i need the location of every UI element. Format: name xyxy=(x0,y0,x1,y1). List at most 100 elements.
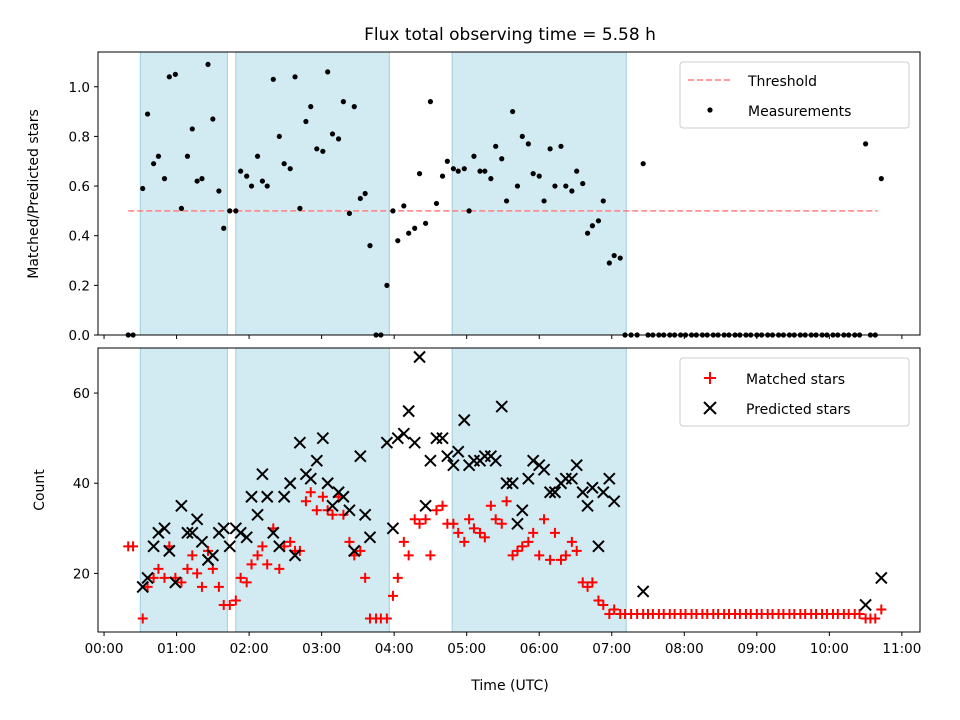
measurement-point xyxy=(640,161,646,167)
bottom-panel: 20 40 60 00:00 01:00 02:00 03:00 04:00 05:00 06:… xyxy=(32,347,921,694)
y-tick-label: 0.8 xyxy=(69,129,90,145)
predicted-star-point xyxy=(452,445,465,458)
shaded-interval xyxy=(451,51,627,336)
predicted-star-point xyxy=(447,458,460,472)
matched-star-point xyxy=(257,541,268,552)
x-tick-label: 03:00 xyxy=(302,641,341,657)
predicted-star-point xyxy=(565,472,579,485)
measurement-point xyxy=(499,156,505,162)
measurement-point xyxy=(155,153,162,159)
bottom-x-ticks: 00:00 01:00 02:00 03:00 04:00 05:00 06:00 07:00… xyxy=(85,632,921,657)
matched-star-point xyxy=(464,514,475,525)
measurement-point xyxy=(569,188,575,194)
shaded-interval xyxy=(451,347,627,633)
predicted-star-point xyxy=(310,454,324,467)
top-shaded-regions xyxy=(139,51,627,336)
measurement-point xyxy=(530,171,536,177)
bottom-legend-box xyxy=(679,357,910,427)
measurement-point xyxy=(606,260,612,266)
y-tick-label: 0.0 xyxy=(69,328,90,344)
measurement-point xyxy=(329,131,336,137)
measurement-point xyxy=(308,104,314,110)
predicted-star-point xyxy=(186,526,199,540)
matched-star-point xyxy=(876,604,887,615)
predicted-star-point xyxy=(354,449,367,463)
x-tick-label: 06:00 xyxy=(520,641,559,657)
matched-star-point xyxy=(311,505,322,516)
x-tick-label: 01:00 xyxy=(157,641,196,657)
legend-predicted-label: Predicted stars xyxy=(746,402,851,418)
measurement-point xyxy=(303,118,309,125)
predicted-star-point xyxy=(206,549,220,562)
legend-threshold-label: Threshold xyxy=(747,74,817,90)
matched-star-point xyxy=(490,514,501,525)
matched-star-point xyxy=(235,572,246,583)
predicted-star-point xyxy=(181,526,194,540)
matched-star-point xyxy=(496,518,507,529)
matched-star-point xyxy=(182,563,193,574)
matched-star-point xyxy=(479,532,490,543)
predicted-star-point xyxy=(158,522,171,535)
matched-star-point xyxy=(854,608,865,619)
measurement-point xyxy=(297,205,303,211)
top-plot-frame xyxy=(97,51,921,336)
matched-star-point xyxy=(187,550,198,561)
matched-star-point xyxy=(560,550,571,561)
matched-star-point xyxy=(153,563,164,574)
predicted-star-point xyxy=(419,499,432,512)
measurement-point xyxy=(264,183,270,189)
predicted-star-point xyxy=(581,499,594,512)
matched-star-point xyxy=(360,572,371,583)
measurement-point xyxy=(455,168,461,174)
matched-star-point xyxy=(517,541,528,552)
chart-title: Flux total observing time = 5.58 h xyxy=(364,25,656,45)
predicted-star-point xyxy=(424,454,437,467)
measurement-point xyxy=(584,230,591,236)
measurement-point xyxy=(254,153,261,159)
matched-star-point xyxy=(414,518,425,529)
measurement-point xyxy=(161,176,168,182)
shaded-interval xyxy=(139,51,228,336)
measurement-point xyxy=(357,195,363,202)
predicted-star-point xyxy=(316,431,330,445)
y-tick-label: 20 xyxy=(73,566,90,582)
y-tick-label: 1.0 xyxy=(69,80,90,96)
predicted-star-point xyxy=(436,431,449,445)
matched-star-point xyxy=(137,613,148,624)
predicted-star-point xyxy=(175,499,188,512)
x-tick-label: 00:00 xyxy=(85,641,124,657)
predicted-star-point xyxy=(267,526,280,540)
predicted-star-point xyxy=(261,490,274,503)
measurement-point xyxy=(184,153,191,159)
matched-star-point xyxy=(176,577,187,588)
bottom-legend: Matched stars Predicted stars xyxy=(679,357,910,427)
x-tick-label: 11:00 xyxy=(882,641,921,657)
predicted-star-point xyxy=(343,504,356,517)
measurement-point xyxy=(248,183,255,189)
matched-star-point xyxy=(534,550,545,561)
predicted-star-point xyxy=(256,468,269,481)
matched-star-point xyxy=(274,563,285,574)
legend-predicted-swatch xyxy=(703,401,717,415)
predicted-star-point xyxy=(163,544,176,558)
x-tick-label: 02:00 xyxy=(230,641,269,657)
matched-star-point xyxy=(338,509,349,520)
measurement-point xyxy=(227,208,233,214)
matched-star-point xyxy=(409,514,420,525)
matched-star-point xyxy=(587,577,598,588)
measurement-point xyxy=(325,69,331,75)
measurement-point xyxy=(244,173,250,179)
predicted-star-point xyxy=(273,540,286,553)
matched-star-point xyxy=(420,514,431,525)
matched-star-point xyxy=(485,500,496,511)
legend-measurements-swatch xyxy=(707,107,713,113)
predicted-star-point xyxy=(195,535,209,549)
measurement-point xyxy=(221,225,227,231)
matched-star-point xyxy=(128,541,139,552)
predicted-star-point xyxy=(391,431,404,445)
measurement-point xyxy=(477,168,483,174)
predicted-star-point xyxy=(380,436,394,449)
predicted-star-point xyxy=(526,454,540,467)
matched-star-point xyxy=(507,550,518,561)
x-tick-label: 04:00 xyxy=(375,641,414,657)
